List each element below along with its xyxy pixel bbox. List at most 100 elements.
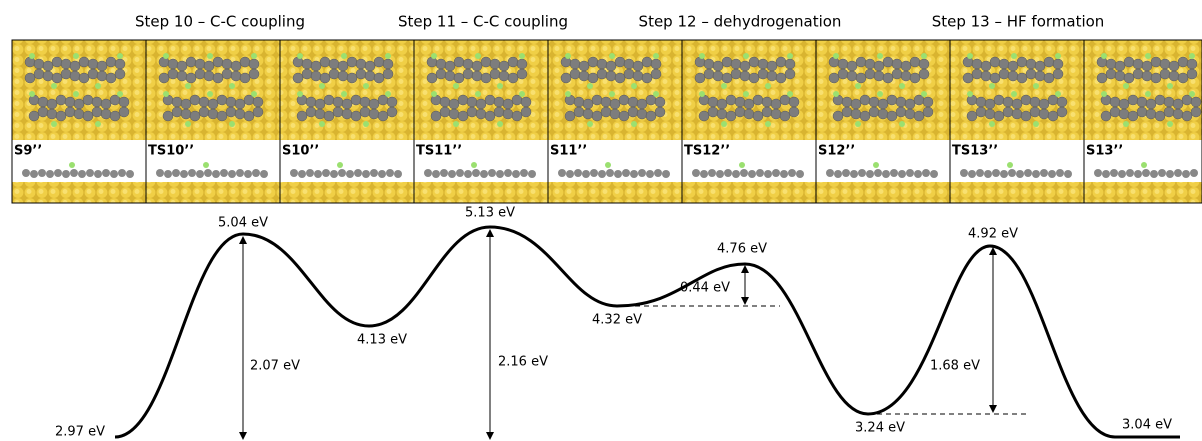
atom	[850, 108, 862, 120]
atom	[573, 106, 585, 118]
structure-panel: S12’’	[815, 39, 951, 204]
atom	[882, 170, 890, 178]
atom	[1145, 108, 1157, 120]
atom	[1123, 72, 1135, 84]
atom	[788, 169, 796, 177]
state-label: TS11’’	[416, 144, 462, 159]
atom-f	[95, 121, 101, 127]
atom-f	[1141, 162, 1147, 168]
atom-f	[1101, 53, 1107, 59]
atom	[180, 108, 192, 120]
atom	[1190, 96, 1202, 108]
atom	[1094, 169, 1102, 177]
atom	[966, 110, 978, 122]
atom-f	[163, 91, 169, 97]
atom	[1029, 106, 1041, 118]
atom	[826, 169, 834, 177]
atom	[373, 72, 385, 84]
atom	[748, 72, 760, 84]
atom-f	[319, 121, 325, 127]
atom-f	[833, 53, 839, 59]
atom	[156, 169, 164, 177]
atom-f	[565, 53, 571, 59]
atom	[230, 60, 242, 72]
atom	[891, 58, 903, 70]
atom	[471, 70, 483, 82]
atom-f	[207, 91, 213, 97]
atom	[1109, 96, 1121, 108]
barrier-label: 2.07 eV	[250, 359, 300, 374]
atom	[46, 98, 58, 110]
atom	[493, 96, 505, 108]
atom	[698, 110, 710, 122]
atom	[1166, 170, 1174, 178]
barrier-label: 1.68 eV	[930, 359, 980, 374]
atom-f	[1167, 83, 1173, 89]
atom-f	[69, 162, 75, 168]
atom	[895, 96, 907, 108]
atom	[212, 72, 224, 84]
atom	[1011, 108, 1023, 120]
atom	[716, 170, 724, 178]
atom-f	[787, 53, 793, 59]
atom	[158, 72, 170, 84]
atom	[189, 110, 201, 122]
atom	[198, 106, 210, 118]
atom	[1118, 170, 1126, 178]
atom	[1052, 68, 1064, 80]
atom	[772, 169, 780, 177]
atom	[650, 58, 662, 70]
panel-border	[1083, 39, 1202, 204]
atom-f	[1011, 91, 1017, 97]
atom	[874, 169, 882, 177]
atom	[1038, 98, 1050, 110]
atom	[64, 96, 76, 108]
atom	[1158, 169, 1166, 177]
atom	[992, 169, 1000, 177]
atom	[225, 96, 237, 108]
atom	[338, 169, 346, 177]
atom-f	[1101, 91, 1107, 97]
atom-f	[1189, 53, 1195, 59]
atom	[330, 170, 338, 178]
atom-f	[185, 83, 191, 89]
atom	[909, 56, 921, 68]
atom	[462, 68, 474, 80]
atom	[453, 72, 465, 84]
atom	[196, 170, 204, 178]
atom-f	[475, 53, 481, 59]
atom	[1109, 106, 1121, 118]
atom	[1008, 169, 1016, 177]
atom	[654, 96, 666, 108]
atom	[221, 58, 233, 70]
atom-f	[609, 91, 615, 97]
atom	[846, 60, 858, 72]
atom	[582, 98, 594, 110]
atom	[448, 98, 460, 110]
atom	[1172, 108, 1184, 120]
atom	[185, 72, 197, 84]
atom	[239, 56, 251, 68]
atom	[1186, 58, 1198, 70]
structure-panels: S9’’ TS10’’ S10’’ TS11’’ S11’’ TS12’’ S12’’ TS1…	[11, 39, 1202, 204]
atom-f	[873, 162, 879, 168]
atom	[73, 98, 85, 110]
atom	[386, 169, 394, 177]
atom	[1038, 108, 1050, 120]
atom	[394, 170, 402, 178]
atom	[984, 108, 996, 120]
atom	[975, 96, 987, 108]
atom	[1105, 68, 1117, 80]
atom	[1114, 70, 1126, 82]
atom-f	[877, 53, 883, 59]
atom	[55, 110, 67, 122]
atom-f	[229, 83, 235, 89]
atom	[216, 110, 228, 122]
atom-f	[297, 91, 303, 97]
atom	[606, 169, 614, 177]
atom	[914, 170, 922, 178]
atom-f	[1123, 121, 1129, 127]
atom-f	[787, 91, 793, 97]
atom	[359, 96, 371, 108]
